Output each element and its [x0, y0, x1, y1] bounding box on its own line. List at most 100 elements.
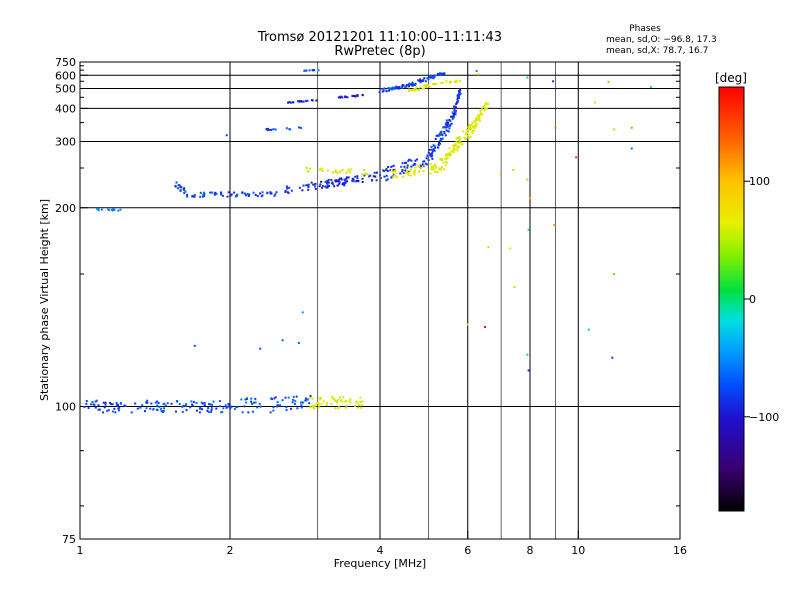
data-point	[230, 193, 233, 196]
data-point	[440, 166, 443, 169]
data-point	[273, 397, 276, 400]
data-point	[338, 180, 341, 183]
data-point	[203, 404, 206, 407]
data-point	[259, 347, 262, 350]
data-point	[440, 168, 443, 171]
data-point	[160, 409, 163, 412]
colorbar-ticks: 100 0 −100	[744, 175, 779, 424]
data-point	[307, 186, 310, 189]
data-point	[334, 169, 337, 172]
data-point	[162, 409, 165, 412]
data-point	[456, 97, 459, 100]
data-point	[459, 88, 462, 91]
data-point	[290, 101, 292, 104]
data-point	[326, 181, 329, 184]
data-point	[241, 411, 244, 414]
data-point	[298, 100, 301, 103]
data-point	[328, 181, 330, 184]
data-point	[392, 176, 395, 178]
data-point	[294, 400, 297, 403]
data-point	[409, 169, 412, 172]
data-point	[401, 170, 404, 173]
data-point	[444, 164, 447, 167]
data-point	[412, 171, 415, 174]
data-point	[340, 177, 343, 180]
data-point	[222, 407, 225, 410]
data-point	[478, 115, 481, 118]
data-point	[227, 191, 230, 194]
data-point	[225, 134, 228, 137]
data-point	[175, 181, 178, 184]
data-point	[246, 193, 249, 195]
data-point	[103, 406, 106, 409]
data-point	[195, 402, 198, 405]
data-point	[349, 171, 352, 174]
data-point	[405, 172, 408, 175]
data-point	[421, 163, 424, 166]
data-point	[443, 131, 446, 133]
data-point	[354, 95, 357, 98]
data-point	[454, 79, 457, 82]
data-point	[466, 134, 469, 137]
data-point	[481, 108, 483, 111]
data-point	[469, 128, 471, 131]
data-point	[448, 119, 451, 121]
data-point	[392, 173, 395, 176]
data-point	[359, 401, 362, 403]
data-point	[96, 207, 98, 210]
data-point	[310, 181, 313, 184]
data-point	[421, 87, 424, 90]
data-point	[206, 409, 209, 412]
data-point	[336, 398, 339, 401]
data-point	[469, 135, 472, 138]
data-point	[474, 126, 477, 128]
data-point	[427, 159, 430, 162]
data-point	[463, 137, 466, 140]
data-point	[319, 183, 322, 186]
data-point	[248, 193, 251, 196]
data-point	[455, 144, 458, 147]
data-point	[266, 192, 269, 195]
data-point	[330, 178, 333, 181]
data-point	[449, 119, 452, 122]
data-point	[431, 151, 434, 154]
data-point	[432, 165, 435, 168]
data-point	[553, 224, 556, 226]
data-point	[208, 403, 210, 406]
data-point	[403, 165, 406, 168]
data-point	[345, 177, 348, 180]
data-point	[341, 183, 344, 186]
data-point	[178, 403, 181, 406]
data-point	[236, 406, 239, 409]
data-point	[351, 95, 354, 97]
data-point	[395, 175, 397, 178]
data-point	[410, 168, 412, 171]
data-point	[630, 147, 633, 150]
data-point	[317, 69, 320, 72]
data-point	[457, 95, 460, 98]
data-point	[144, 410, 146, 413]
y-tick-label: 200	[55, 202, 76, 215]
data-point	[431, 76, 434, 79]
data-point	[390, 165, 393, 168]
data-point	[111, 403, 114, 406]
data-point	[479, 110, 482, 113]
data-point	[320, 403, 323, 405]
data-point	[422, 78, 425, 81]
data-point	[447, 153, 450, 156]
data-point	[418, 88, 421, 91]
data-point	[354, 404, 356, 407]
data-point	[413, 169, 416, 172]
data-point	[474, 117, 477, 119]
data-point	[458, 93, 460, 96]
data-point	[97, 404, 100, 407]
data-point	[442, 161, 445, 164]
data-point	[425, 157, 428, 160]
data-point	[484, 103, 487, 106]
data-point	[101, 208, 103, 211]
data-point	[201, 195, 204, 198]
data-point	[500, 173, 503, 176]
data-point	[309, 397, 312, 399]
data-point	[315, 402, 318, 405]
